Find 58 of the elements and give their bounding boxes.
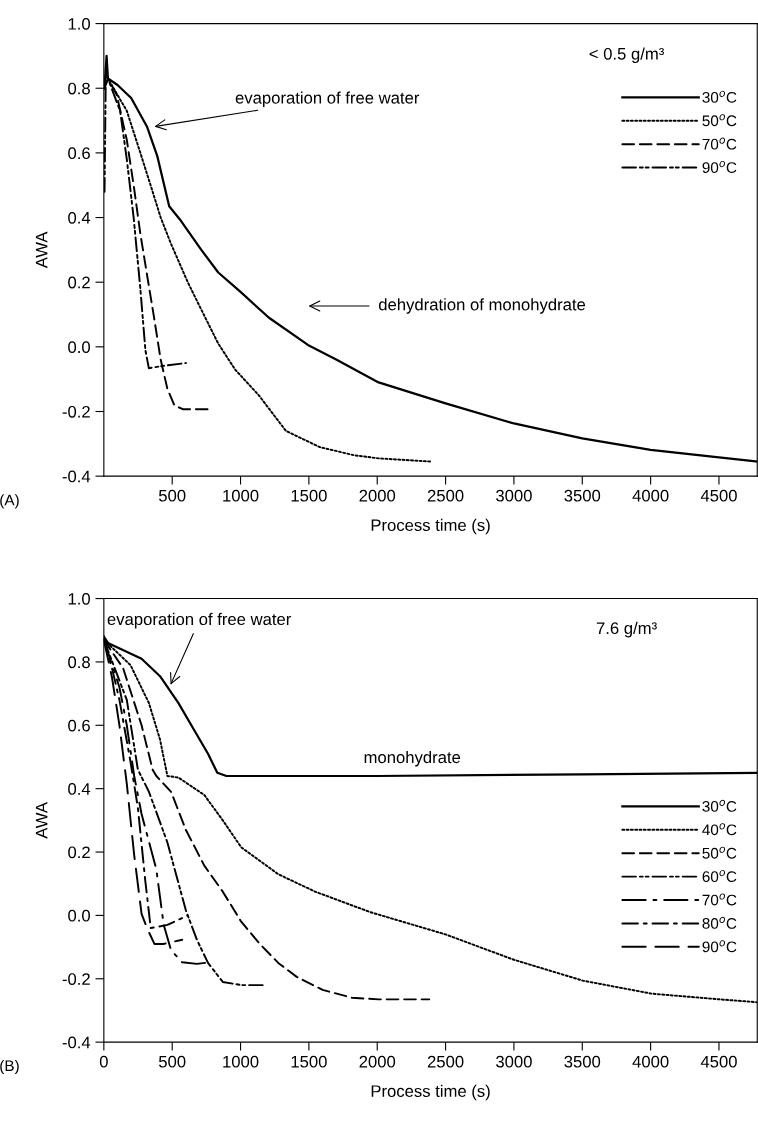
y-axis-title: AWA [35,802,48,839]
y-tick-label: 0.6 [68,719,90,732]
x-tick-label: 0 [99,1055,108,1068]
y-tick-label: -0.2 [62,405,90,418]
y-tick-label: -0.4 [62,470,91,483]
text: (A) [0,494,19,509]
x-tick-label: 500 [158,1055,186,1068]
annotation: evaporation of free water [235,91,420,108]
x-tick-label: 3500 [564,489,601,502]
legend-label: 60$^{o}$C [702,870,737,883]
legend-label: 50$^{o}$C [702,114,737,127]
x-tick-label: 2000 [359,1055,396,1068]
legend-label: 50$^{o}$C [702,846,737,859]
x-tick-label: 1000 [223,489,259,502]
x-tick-label: 2000 [359,489,396,502]
y-tick-label: 1.0 [68,592,90,605]
y-tick-label: 0.2 [68,846,90,859]
y-tick-label: -0.4 [62,1036,91,1049]
annotation: < 0.5 g/m³ [589,47,664,64]
legend-label: 90$^{o}$C [702,940,737,953]
x-axis-title: Process time (s) [371,518,490,535]
x-tick-label: 4000 [632,489,669,502]
x-tick-label: 2500 [427,489,464,502]
x-tick-label: 1500 [291,1055,327,1068]
x-tick-label: 4500 [700,1055,737,1068]
legend-label: 80$^{o}$C [702,916,737,929]
y-tick-label: 1.0 [68,17,90,30]
annotation: monohydrate [364,750,461,767]
y-tick-label: 0.6 [68,147,90,160]
y-tick-label: 0.4 [68,211,91,224]
y-tick-label: 0.0 [68,341,90,354]
annotation: evaporation of free water [107,612,292,629]
y-tick-label: 0.4 [68,783,91,795]
y-tick-label: 0.2 [68,276,90,289]
x-tick-label: 4500 [700,489,737,502]
x-tick-label: 2500 [427,1055,464,1068]
legend-label: 30$^{o}$C [702,90,737,103]
legend-label: 70$^{o}$C [702,893,737,906]
x-tick-label: 3000 [496,1055,532,1068]
y-tick-label: 0.8 [68,656,90,669]
annotation: dehydration of monohydrate [378,298,586,314]
y-axis-title: AWA [35,231,48,269]
x-axis-title: Process time (s) [371,1084,490,1101]
x-tick-label: 500 [158,489,186,502]
legend-label: 90$^{o}$C [702,161,737,174]
legend-label: 30$^{o}$C [702,799,737,812]
x-tick-label: 3000 [496,489,532,502]
y-tick-label: 0.0 [68,909,90,922]
x-tick-label: 4000 [632,1055,669,1068]
y-tick-label: 0.8 [68,82,90,95]
x-tick-label: 1000 [223,1055,259,1068]
annotation: 7.6 g/m³ [596,621,657,638]
y-tick-label: -0.2 [62,973,90,985]
text: (B) [0,1059,19,1075]
x-tick-label: 3500 [564,1055,601,1068]
legend-label: 40$^{o}$C [702,823,737,836]
legend-label: 70$^{o}$C [702,137,737,150]
x-tick-label: 1500 [291,489,327,502]
